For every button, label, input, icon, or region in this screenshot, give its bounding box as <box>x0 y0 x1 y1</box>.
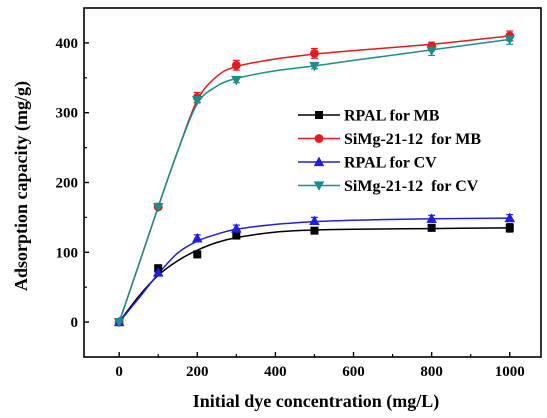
x-tick-label: 200 <box>186 364 209 380</box>
series-0-point <box>505 223 514 232</box>
series-3-point <box>426 46 437 57</box>
series-0-fit-line <box>118 227 510 323</box>
legend-label-1: SiMg-21-12 for MB <box>344 131 481 148</box>
x-axis-title: Initial dye concentration (mg/L) <box>193 391 439 412</box>
y-tick-label: 300 <box>56 106 79 122</box>
series-3-point <box>152 202 164 213</box>
series-3-point <box>309 61 320 72</box>
y-tick-label: 100 <box>56 245 79 261</box>
x-tick-label: 0 <box>115 364 123 380</box>
series-3-point <box>504 35 516 45</box>
series-0-point <box>232 231 241 240</box>
series-2-point <box>426 213 437 223</box>
legend-label-3: SiMg-21-12 for CV <box>344 178 479 195</box>
x-tick-label: 600 <box>342 364 365 380</box>
series-1-point <box>231 60 241 70</box>
legend-marker-1 <box>314 134 324 143</box>
series-0-point <box>310 226 319 235</box>
series-2-point <box>152 267 164 277</box>
series-2-point <box>191 232 203 243</box>
y-tick-label: 0 <box>71 315 79 331</box>
series-2-point <box>309 215 320 225</box>
series-3-point <box>231 75 242 86</box>
series-2-point <box>231 223 242 233</box>
x-tick-label: 1000 <box>495 364 525 380</box>
legend-label-0: RPAL for MB <box>344 108 440 125</box>
x-tick-label: 400 <box>264 364 287 380</box>
x-tick-label: 800 <box>420 364 443 380</box>
series-3-point <box>191 96 203 106</box>
series-1-point <box>310 48 319 58</box>
legend-marker-3 <box>313 181 325 191</box>
legend-marker-0 <box>314 111 323 120</box>
series-0-point <box>427 223 436 232</box>
y-tick-label: 200 <box>56 176 79 192</box>
y-axis-title: Adsorption capacity (mg/g) <box>11 81 32 291</box>
series-2-point <box>504 212 516 223</box>
legend-marker-2 <box>313 156 325 167</box>
legend-label-2: RPAL for CV <box>344 155 437 172</box>
series-0-point <box>193 250 202 259</box>
y-tick-label: 400 <box>56 36 79 52</box>
series-3-point <box>113 318 125 328</box>
